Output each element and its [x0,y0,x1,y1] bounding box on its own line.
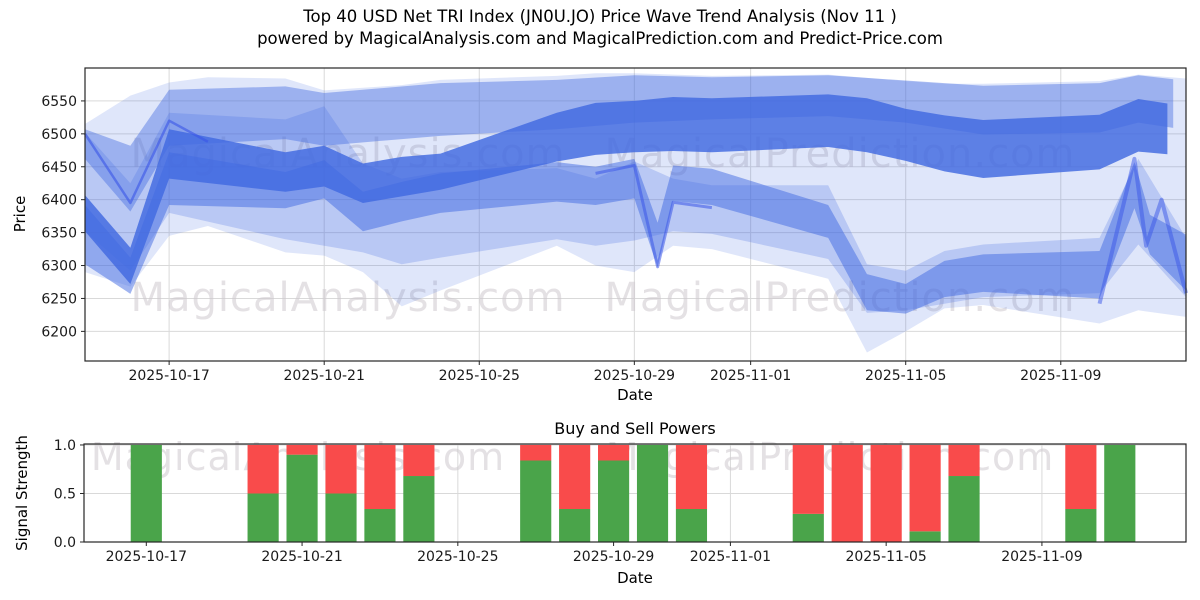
buy-bar-segment [403,476,435,542]
buy-bar-segment [909,531,941,542]
sell-bar-segment [831,444,863,542]
date-axis-label-bottom: Date [617,569,653,587]
date-axis-label-top: Date [617,386,653,404]
buy-bar-segment [325,493,357,542]
price-axis-label: Price [11,196,29,233]
sell-bar-segment [325,444,357,494]
watermark-prediction-bottom: MagicalPrediction.com [606,435,1055,479]
price-wave-chart-layer [83,73,1188,353]
y-tick-label-price: 6450 [41,160,77,176]
x-tick-label-bottom: 2025-10-21 [261,549,342,565]
watermark-analysis-top-row2: MagicalAnalysis.com [130,275,565,321]
buy-bar-segment [948,476,980,542]
y-tick-label-price: 6350 [41,226,77,242]
x-tick-label-top: 2025-10-21 [284,368,365,384]
wave-band-dark-core-band [85,94,1168,284]
wave-accent-line-right-zigzag-accent [1097,156,1188,305]
buy-bar-segment [520,460,552,542]
sell-bar-segment [948,444,980,477]
buy-bar-segment [247,493,279,542]
y-tick-label-price: 6550 [41,94,77,110]
buy-bar-segment [1065,509,1097,542]
y-tick-label-price: 6250 [41,291,77,307]
y-tick-label-price: 6400 [41,193,77,209]
buy-bar-segment [792,513,824,542]
buy-bar-segment [675,509,708,542]
axes-frame-layer: 2025-10-17 2025-10-21 2025-10-25 2025-10-29… [41,67,1187,565]
buy-bar-segment [636,444,669,542]
y-tick-label-signal: 0.0 [54,535,76,551]
sell-bar-segment [403,444,435,477]
buy-sell-bars-layer [130,444,1136,542]
buy-bar-segment [1104,444,1136,542]
plot-frame-top [84,67,1187,362]
y-tick-label-price: 6200 [41,324,77,340]
buy-bar-segment [130,444,162,542]
sell-bar-segment [792,444,824,514]
sell-bar-segment [286,444,318,455]
y-tick-label-price: 6500 [41,127,77,143]
x-tick-label-top: 2025-10-17 [128,368,209,384]
sell-bar-segment [675,444,708,510]
wave-accent-line-oct29-v-accent [595,163,713,269]
sell-bar-segment [909,444,941,532]
sell-bar-segment [870,444,902,542]
signal-strength-axis-label: Signal Strength [13,435,31,551]
wave-band-inner-light-fan [85,106,1186,313]
sell-bar-segment [598,444,630,461]
sell-bar-segment [559,444,591,510]
x-tick-label-bottom: 2025-10-25 [417,549,498,565]
x-tick-label-bottom: 2025-10-17 [106,549,187,565]
y-tick-label-signal: 1.0 [54,438,76,454]
wave-accent-line-left-dip-accent [83,119,209,205]
x-tick-label-bottom: 2025-10-29 [573,549,654,565]
buy-bar-segment [364,509,396,542]
figure-subtitle: powered by MagicalAnalysis.com and Magic… [257,29,943,48]
x-tick-label-bottom: 2025-11-01 [690,549,771,565]
x-tick-label-top: 2025-10-25 [439,368,520,384]
x-tick-label-top: 2025-11-05 [865,368,946,384]
x-tick-label-top: 2025-10-29 [594,368,675,384]
x-tick-label-bottom: 2025-11-05 [845,549,926,565]
x-tick-label-top: 2025-11-09 [1020,368,1101,384]
y-tick-label-price: 6300 [41,259,77,275]
y-tick-label-signal: 0.5 [54,486,76,502]
buy-bar-segment [598,460,630,542]
buy-sell-powers-title: Buy and Sell Powers [554,419,716,438]
sell-bar-segment [1065,444,1097,510]
sell-bar-segment [520,444,552,461]
x-tick-label-top: 2025-11-01 [710,368,791,384]
buy-bar-segment [559,509,591,542]
x-tick-label-bottom: 2025-11-09 [1001,549,1082,565]
sell-bar-segment [247,444,279,494]
buy-bar-segment [286,454,318,542]
figure-title: Top 40 USD Net TRI Index (JN0U.JO) Price… [302,7,897,26]
sell-bar-segment [364,444,396,510]
